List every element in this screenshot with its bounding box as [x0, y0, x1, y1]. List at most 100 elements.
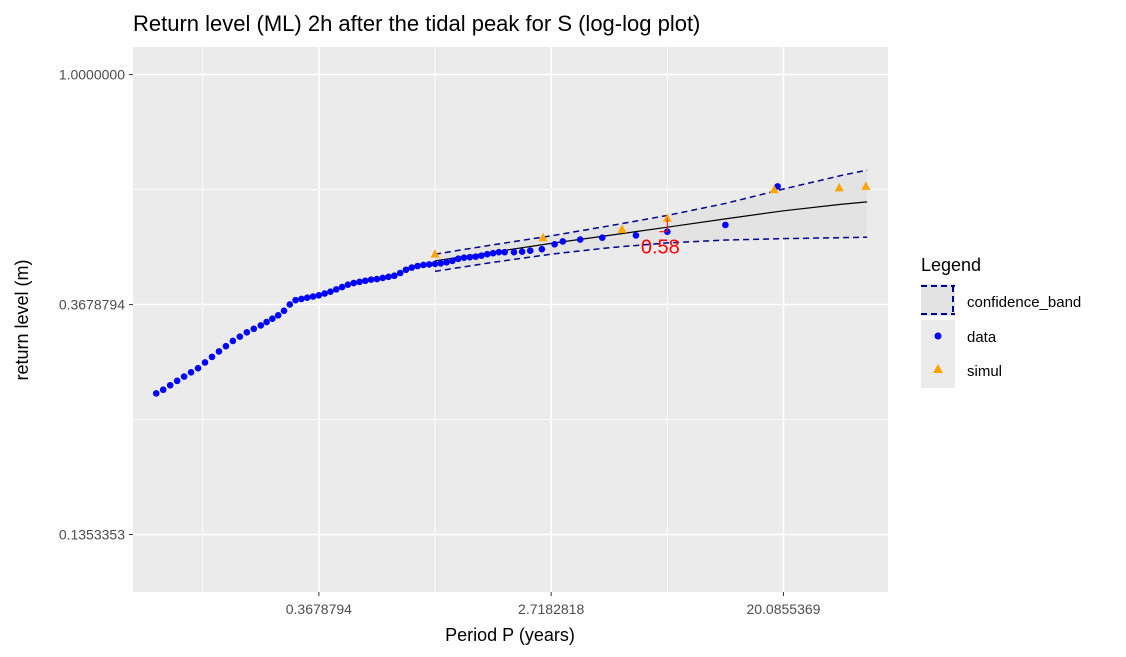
data-point: [292, 296, 299, 304]
data-point: [236, 333, 244, 340]
simul-point: [861, 181, 871, 190]
y-tick-label: 0.3678794: [59, 297, 125, 313]
data-point: [510, 248, 518, 256]
data-point: [215, 348, 223, 355]
data-point: [362, 277, 369, 285]
legend-label-simul: simul: [967, 363, 1002, 380]
x-tick-label: 0.3678794: [286, 601, 352, 617]
y-axis: 0.1353353 0.3678794 1.0000000: [59, 67, 133, 543]
annotation-label: 0.58: [641, 237, 680, 259]
data-point: [286, 301, 294, 308]
data-point: [391, 272, 398, 280]
data-point: [501, 248, 508, 256]
data-point: [194, 364, 202, 372]
data-point: [303, 294, 311, 302]
data-point: [518, 248, 526, 255]
data-point: [385, 273, 392, 281]
data-point: [483, 250, 491, 258]
data-point: [466, 253, 474, 261]
annotation-group: 0.58: [641, 218, 680, 259]
data-point: [551, 241, 558, 248]
data-point: [367, 276, 375, 283]
data-point: [332, 286, 340, 293]
data-point: [454, 255, 462, 263]
x-tick-label: 2.7182818: [518, 601, 584, 617]
data-point: [166, 381, 174, 389]
confidence-band-lower: [434, 236, 868, 273]
data-point: [722, 221, 729, 229]
data-point: [632, 232, 640, 239]
y-tick-label: 0.1353353: [59, 527, 125, 543]
data-point: [489, 249, 497, 257]
y-tick-label: 1.0000000: [59, 67, 125, 83]
data-point: [327, 288, 334, 296]
data-point: [350, 279, 357, 287]
simul-point: [617, 224, 627, 233]
x-tick-label: 20.0855369: [746, 601, 820, 617]
grid-lines: [133, 47, 888, 592]
data-point: [356, 278, 363, 286]
data-point: [315, 291, 323, 299]
simul-point: [769, 184, 779, 194]
data-point: [274, 312, 282, 319]
data-point: [243, 329, 251, 336]
y-axis-title: return level (m): [12, 259, 32, 380]
data-point: [576, 236, 584, 243]
data-point: [431, 260, 439, 268]
data-point: [408, 264, 416, 271]
data-point: [379, 274, 387, 282]
data-point: [263, 318, 270, 326]
data-point: [425, 261, 433, 268]
data-point: [344, 281, 352, 289]
data-point: [396, 269, 404, 277]
data-point: [257, 322, 265, 329]
data-point: [280, 307, 288, 315]
data-point: [187, 369, 195, 376]
data-point: [159, 386, 167, 394]
data-point: [269, 315, 276, 322]
data-point: [443, 259, 450, 266]
data-point: [229, 337, 237, 345]
data-point: [559, 238, 567, 245]
data-point: [173, 377, 181, 385]
simul-point: [662, 213, 672, 222]
data-point: [598, 234, 606, 241]
data-point: [402, 266, 410, 274]
data-point: [180, 373, 188, 380]
data-point: [208, 353, 216, 361]
data-point: [526, 247, 534, 254]
data-point: [460, 254, 468, 262]
simul-point: [430, 249, 440, 258]
data-point: [373, 275, 381, 283]
x-axis-title: Period P (years): [445, 625, 575, 645]
legend-key-data: [934, 332, 942, 340]
data-point: [309, 293, 317, 300]
simul-point: [538, 232, 548, 242]
data-point: [222, 342, 230, 350]
x-axis: 0.3678794 2.7182818 20.0855369: [286, 592, 821, 617]
legend-label-data: data: [967, 329, 997, 346]
data-point: [338, 283, 346, 291]
simul-point: [834, 182, 844, 192]
data-point: [449, 257, 456, 265]
legend: Legend confidence_band data simul: [921, 255, 1081, 388]
data-point: [321, 290, 328, 297]
data-series: [152, 183, 781, 397]
data-point: [152, 390, 160, 397]
simul-series: [430, 181, 871, 258]
data-point: [298, 295, 305, 303]
data-point: [478, 252, 485, 259]
data-point: [414, 262, 421, 270]
legend-key-simul: [933, 364, 943, 373]
data-point: [437, 260, 445, 267]
chart-title: Return level (ML) 2h after the tidal pea…: [133, 11, 700, 36]
data-point: [201, 359, 209, 366]
confidence-band-fill: [435, 170, 868, 272]
data-point: [250, 325, 258, 333]
data-point: [495, 248, 503, 256]
data-point: [420, 261, 427, 269]
data-point: [538, 245, 546, 253]
plot-panel: [133, 47, 888, 592]
legend-label-confidence-band: confidence_band: [967, 294, 1081, 311]
